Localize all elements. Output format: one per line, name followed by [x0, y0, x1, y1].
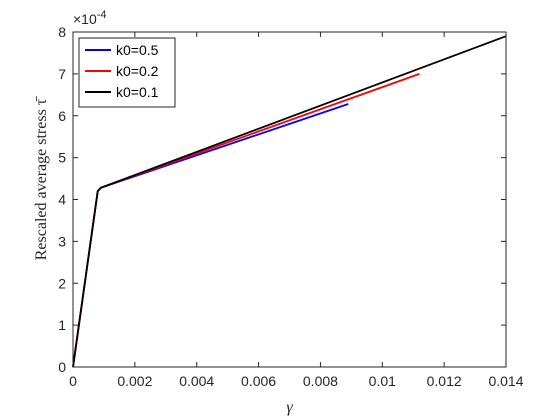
series-line-2	[72, 35, 507, 368]
y-axis-label: Rescaled average stress τ̄	[33, 96, 50, 260]
series-line-0	[72, 103, 349, 368]
y-tick-label: 6	[58, 108, 66, 124]
x-tick-label: 0.012	[427, 373, 462, 389]
y-exponent-power: -4	[97, 9, 107, 21]
y-tick-label: 2	[58, 275, 66, 291]
x-tick-label: 0.004	[179, 373, 214, 389]
x-axis-ticks: 0 0.002 0.004 0.006 0.008 0.01 0.012 0.014	[69, 32, 524, 389]
x-tick-label: 0	[69, 373, 77, 389]
x-tick-label: 0.008	[303, 373, 338, 389]
x-tick-label: 0.002	[117, 373, 152, 389]
x-tick-label: 0.006	[241, 373, 276, 389]
y-tick-label: 0	[58, 359, 66, 375]
series-line-1	[72, 73, 420, 368]
y-tick-label: 5	[58, 150, 66, 166]
legend: k0=0.5 k0=0.2 k0=0.1	[78, 37, 176, 108]
plot-lines	[72, 35, 507, 368]
y-tick-label: 8	[58, 24, 66, 40]
x-axis-label: γ	[286, 399, 293, 416]
legend-label-1: k0=0.2	[116, 63, 159, 79]
legend-label-2: k0=0.1	[116, 84, 159, 100]
y-axis-ticks: 0 1 2 3 4 5 6 7 8	[58, 24, 506, 375]
y-tick-label: 3	[58, 233, 66, 249]
y-axis-exponent: ×10-4	[73, 9, 107, 27]
y-tick-label: 4	[58, 192, 66, 208]
y-tick-label: 1	[58, 317, 66, 333]
x-tick-label: 0.014	[488, 373, 523, 389]
x-tick-label: 0.01	[369, 373, 396, 389]
y-exponent-base: ×10	[73, 11, 97, 27]
legend-label-0: k0=0.5	[116, 42, 159, 58]
y-tick-label: 7	[58, 66, 66, 82]
